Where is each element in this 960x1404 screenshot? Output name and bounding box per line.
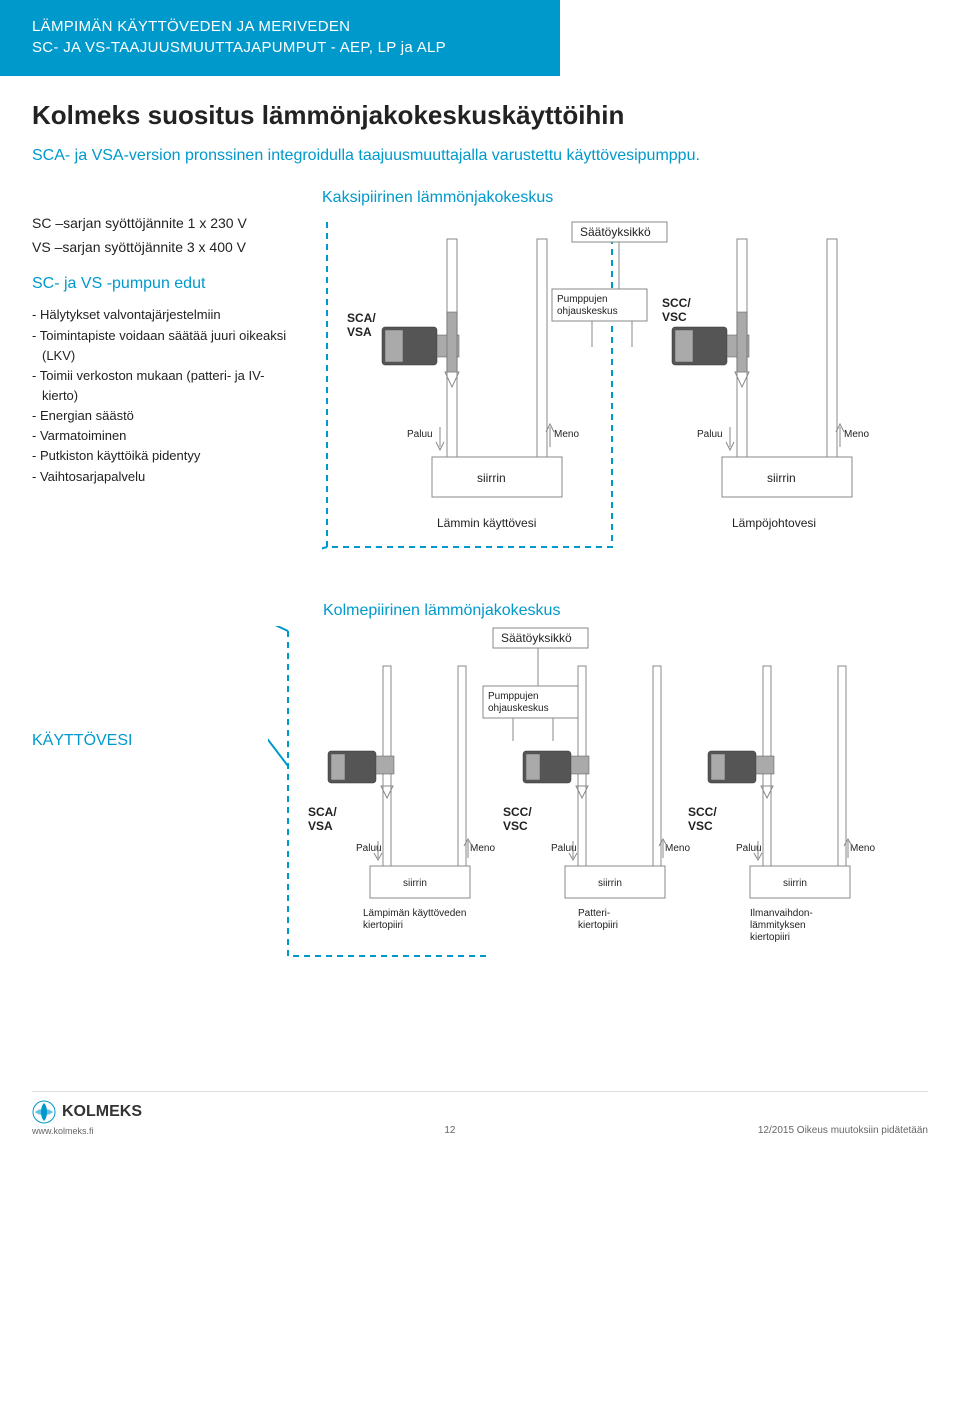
label-pumpctrl-1: Pumppujen — [557, 294, 608, 305]
benefit-item: Varmatoiminen — [32, 426, 300, 446]
benefit-item: Putkiston käyttöikä pidentyy — [32, 446, 300, 466]
benefit-item: Energian säästö — [32, 406, 300, 426]
svg-text:Lämpimän käyttöveden: Lämpimän käyttöveden — [363, 908, 466, 919]
benefit-item: Hälytykset valvontajärjestelmiin — [32, 305, 300, 325]
logo-block: KOLMEKS www.kolmeks.fi — [32, 1100, 142, 1136]
page-number: 12 — [444, 1125, 455, 1136]
label-meno-2: Meno — [844, 429, 869, 440]
kolmeks-logo-icon — [32, 1100, 56, 1124]
svg-text:siirrin: siirrin — [783, 878, 807, 889]
label-scc: SCC/ — [662, 296, 691, 310]
benefits-list: Hälytykset valvontajärjestelmiin Toimint… — [32, 305, 300, 486]
dual-circuit-title: Kaksipiirinen lämmönjakokeskus — [322, 189, 928, 207]
label-pumpctrl-2: ohjauskeskus — [557, 306, 618, 317]
label-siirrin-1: siirrin — [477, 471, 506, 485]
benefit-item: Toimii verkoston mukaan (patteri- ja IV-… — [32, 366, 300, 406]
brand-name: KOLMEKS — [62, 1103, 142, 1121]
svg-text:Ilmanvaihdon-: Ilmanvaihdon- — [750, 908, 813, 919]
svg-text:VSC: VSC — [688, 819, 713, 833]
three-circuit-diagram: Kolmepiirinen lämmönjakokeskus Säätöyksi… — [268, 602, 960, 1011]
label-paluu-1: Paluu — [407, 429, 433, 440]
svg-text:SCA/: SCA/ — [308, 805, 337, 819]
triple-circuit-title: Kolmepiirinen lämmönjakokeskus — [323, 602, 960, 620]
label-meno-1: Meno — [554, 429, 579, 440]
label-sca: SCA/ — [347, 311, 376, 325]
svg-text:SCC/: SCC/ — [688, 805, 717, 819]
voltage-vs: VS –sarjan syöttöjännite 3 x 400 V — [32, 239, 300, 255]
banner-line1: LÄMPIMÄN KÄYTTÖVEDEN JA MERIVEDEN — [32, 16, 528, 37]
label-vsc: VSC — [662, 310, 687, 324]
page-title: Kolmeks suositus lämmönjakokeskuskäyttöi… — [32, 100, 928, 131]
svg-text:Meno: Meno — [850, 843, 875, 854]
label-siirrin-2: siirrin — [767, 471, 796, 485]
svg-text:VSC: VSC — [503, 819, 528, 833]
svg-text:kiertopiiri: kiertopiiri — [363, 920, 403, 931]
label-controller-3: Säätöyksikkö — [501, 631, 572, 645]
benefit-item: Toimintapiste voidaan säätää juuri oikea… — [32, 326, 300, 366]
svg-text:SCC/: SCC/ — [503, 805, 532, 819]
voltage-sc: SC –sarjan syöttöjännite 1 x 230 V — [32, 215, 300, 231]
label-hotwater: Lämmin käyttövesi — [437, 516, 536, 530]
svg-text:kiertopiiri: kiertopiiri — [578, 920, 618, 931]
label-pumpctrl-3b: ohjauskeskus — [488, 703, 549, 714]
svg-text:Meno: Meno — [470, 843, 495, 854]
two-circuit-diagram: Säätöyksikkö Pumppujen ohjauskeskus — [322, 215, 928, 592]
kayttovesi-label: KÄYTTÖVESI — [0, 602, 268, 750]
svg-text:siirrin: siirrin — [598, 878, 622, 889]
benefit-item: Vaihtosarjapalvelu — [32, 467, 300, 487]
svg-text:VSA: VSA — [308, 819, 333, 833]
svg-text:siirrin: siirrin — [403, 878, 427, 889]
copyright-text: 12/2015 Oikeus muutoksiin pidätetään — [758, 1125, 928, 1136]
label-heating: Lämpöjohtovesi — [732, 516, 816, 530]
svg-text:lämmityksen: lämmityksen — [750, 920, 806, 931]
label-vsa: VSA — [347, 325, 372, 339]
benefits-title: SC- ja VS -pumpun edut — [32, 275, 300, 293]
subtitle-text: SCA- ja VSA-version pronssinen integroid… — [32, 145, 928, 167]
header-banner: LÄMPIMÄN KÄYTTÖVEDEN JA MERIVEDEN SC- JA… — [0, 0, 560, 76]
label-controller: Säätöyksikkö — [580, 225, 651, 239]
svg-text:kiertopiiri: kiertopiiri — [750, 932, 790, 943]
label-paluu-2: Paluu — [697, 429, 723, 440]
svg-text:Meno: Meno — [665, 843, 690, 854]
label-pumpctrl-3a: Pumppujen — [488, 691, 539, 702]
brand-url: www.kolmeks.fi — [32, 1126, 142, 1136]
page-footer: KOLMEKS www.kolmeks.fi 12 12/2015 Oikeus… — [0, 1091, 960, 1136]
svg-text:Patteri-: Patteri- — [578, 908, 610, 919]
banner-line2: SC- JA VS-TAAJUUSMUUTTAJAPUMPUT - AEP, L… — [32, 37, 528, 58]
left-info-column: SC –sarjan syöttöjännite 1 x 230 V VS –s… — [32, 215, 300, 486]
